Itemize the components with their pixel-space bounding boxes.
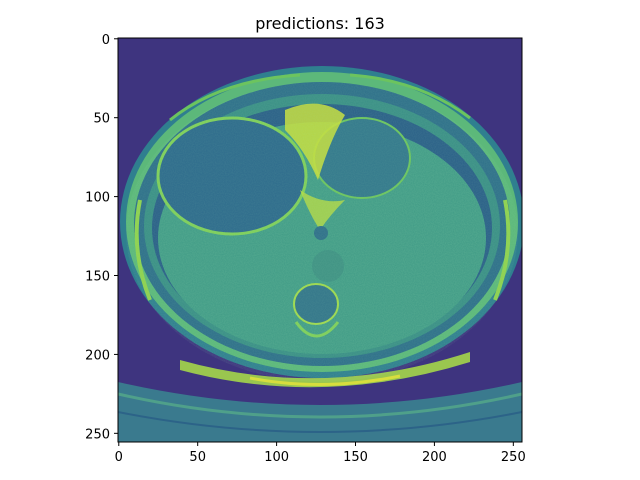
y-tick-label: 200 <box>85 348 110 363</box>
axes-frame <box>117 37 523 443</box>
x-tick-label: 0 <box>115 450 123 465</box>
y-tick-label: 50 <box>93 112 110 127</box>
x-tick-label: 150 <box>343 450 368 465</box>
ct-scan-image <box>118 38 522 442</box>
x-tick-label: 250 <box>501 450 526 465</box>
x-tick-label: 200 <box>422 450 447 465</box>
y-tick-label: 100 <box>85 191 110 206</box>
y-tick-label: 0 <box>102 33 110 48</box>
plot-title: predictions: 163 <box>255 14 385 33</box>
y-tick-label: 250 <box>85 427 110 442</box>
x-tick-label: 100 <box>264 450 289 465</box>
y-tick-label: 150 <box>85 270 110 285</box>
axis-ticks: 0 50 100 150 200 250 0 50 100 150 200 250 <box>85 33 526 465</box>
x-tick-label: 50 <box>189 450 206 465</box>
